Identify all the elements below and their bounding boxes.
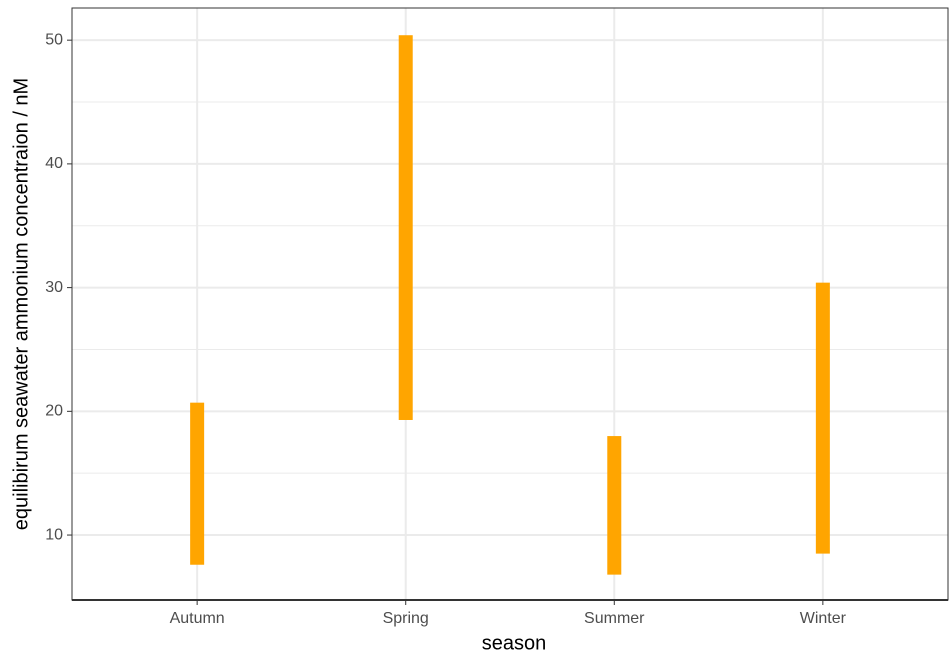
x-tick-label: Spring [383,610,429,627]
y-axis-title: equilibirum seawater ammonium concentrai… [10,78,32,530]
x-axis-title: season [482,632,547,654]
x-tick-label: Autumn [170,610,225,627]
range-bar [190,402,205,565]
y-tick-label: 50 [45,31,63,48]
range-bar [398,35,413,420]
y-tick-label: 20 [45,403,63,420]
y-tick-label: 30 [45,279,63,296]
y-tick-label: 10 [45,526,63,543]
x-tick-label: Summer [584,610,645,627]
range-bar [815,282,830,554]
range-bar [607,436,622,575]
x-tick-label: Winter [800,610,847,627]
y-tick-label: 40 [45,155,63,172]
